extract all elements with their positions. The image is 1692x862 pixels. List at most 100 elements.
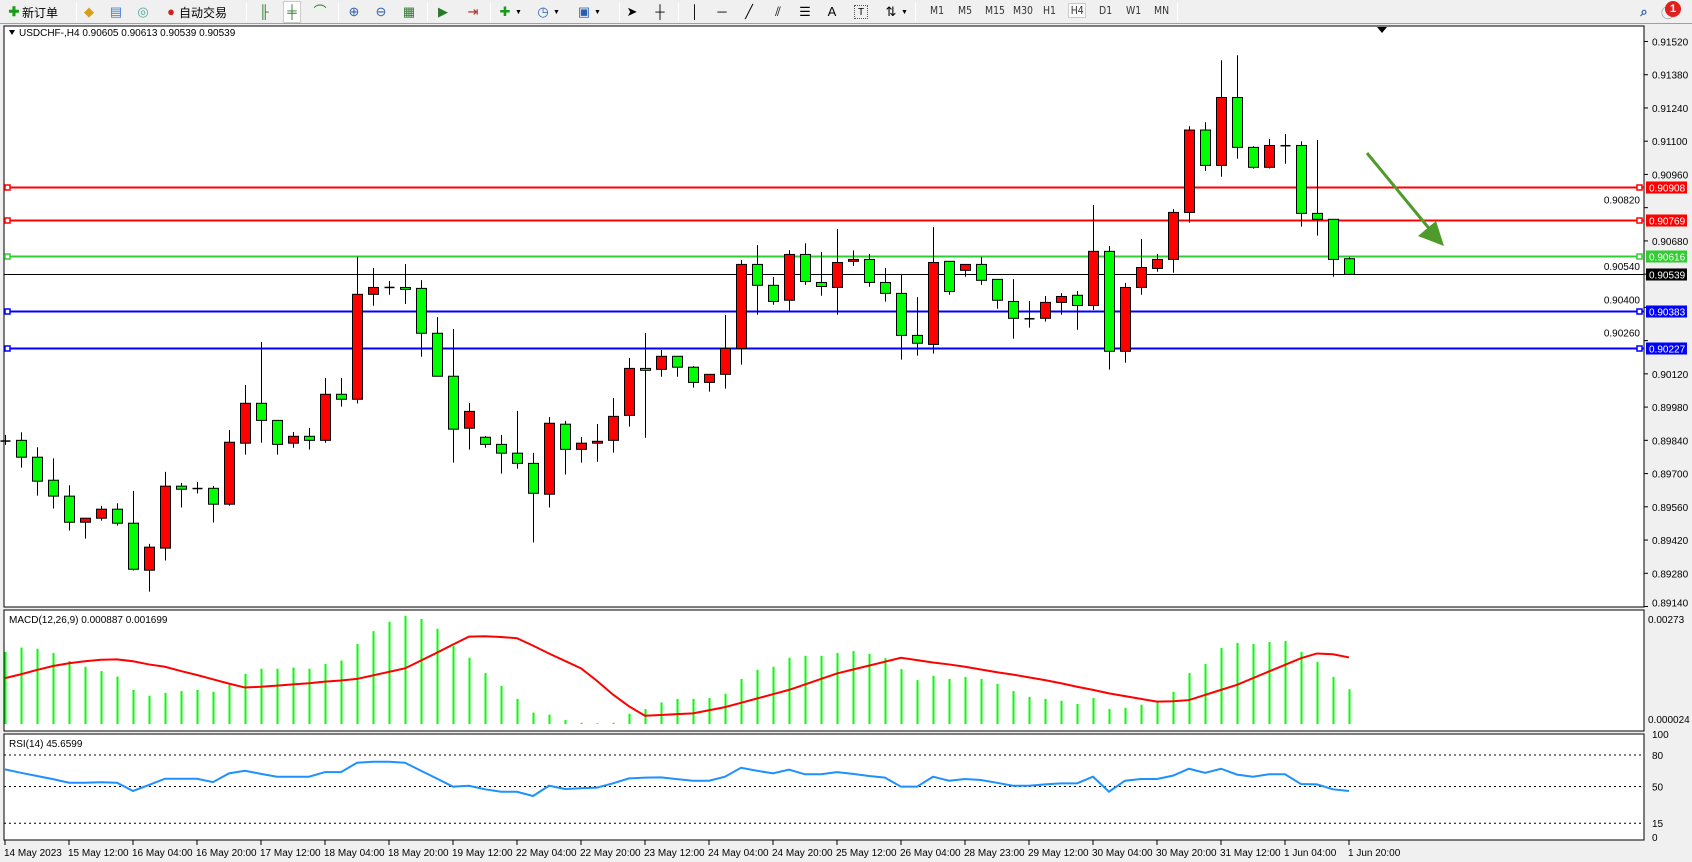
candle-bull — [80, 517, 91, 523]
rsi-axis-label: 0 — [1652, 833, 1658, 844]
price-tick-label: 0.89420 — [1652, 536, 1689, 547]
candle-bear — [976, 263, 987, 281]
chart-shift-marker[interactable] — [1377, 27, 1387, 33]
down-trend-arrow[interactable] — [1365, 152, 1444, 246]
macd-histogram-bar — [132, 689, 135, 724]
auto-scroll-icon: ▶ — [438, 4, 448, 19]
macd-histogram-bar — [1012, 691, 1015, 724]
auto-trading-label: 自动交易 — [179, 5, 228, 20]
trendline-button[interactable]: ╱ — [741, 2, 757, 22]
timeframe-m15[interactable]: M15 — [985, 4, 1005, 17]
vertical-line-icon: │ — [690, 4, 700, 19]
macd-histogram-bar — [20, 647, 23, 724]
price-tick-label: 0.90400 — [1604, 295, 1641, 306]
candle-bear — [448, 375, 459, 430]
line-chart-button[interactable]: ⌒ — [312, 2, 328, 22]
time-axis-label: 30 May 04:00 — [1092, 848, 1153, 859]
macd-histogram-bar — [660, 702, 663, 724]
time-axis-label: 25 May 12:00 — [836, 848, 897, 859]
text-icon: A — [827, 4, 837, 19]
timeframe-w1[interactable]: W1 — [1126, 4, 1142, 17]
chevron-down-icon: ▼ — [553, 8, 560, 16]
candle-bear — [672, 355, 683, 368]
timeframe-mn[interactable]: MN — [1154, 4, 1170, 17]
bar-chart-button[interactable]: ╟ — [256, 2, 272, 22]
indicators-button[interactable]: ✚ ▼ — [497, 2, 522, 22]
time-axis-label: 17 May 12:00 — [260, 848, 321, 859]
candle-bear — [912, 334, 923, 344]
timeframe-d1[interactable]: D1 — [1099, 4, 1113, 17]
equidistant-channel-button[interactable]: ⫽ — [770, 2, 786, 22]
macd-histogram-bar — [436, 628, 439, 724]
candlestick-icon: ╪ — [287, 4, 297, 19]
cursor-button[interactable]: ➤ — [624, 2, 640, 22]
candle-bear — [128, 522, 139, 570]
macd-histogram-bar — [516, 698, 519, 724]
candle-bull — [1264, 144, 1275, 168]
candle-bear — [752, 263, 763, 286]
macd-histogram-bar — [1172, 691, 1175, 724]
level-price-label: 0.90616 — [1649, 253, 1686, 264]
terminal-button[interactable]: ▤ — [108, 2, 124, 22]
templates-button[interactable]: ▣ ▼ — [576, 2, 601, 22]
macd-histogram-bar — [484, 673, 487, 724]
candle-bull — [144, 546, 155, 571]
fibonacci-button[interactable]: ☰ — [797, 2, 813, 22]
time-axis-label: 24 May 04:00 — [708, 848, 769, 859]
horizontal-line-button[interactable]: ─ — [714, 2, 730, 22]
new-order-button[interactable]: ✚ 新订单 — [6, 2, 58, 22]
equidistant-channel-icon: ⫽ — [775, 4, 781, 19]
gold-button[interactable]: ◆ — [81, 2, 97, 22]
timeframe-h1[interactable]: H1 — [1043, 4, 1056, 17]
candle-bear — [560, 423, 571, 450]
macd-histogram-bar — [1300, 651, 1303, 724]
zoom-out-icon: ⊖ — [375, 4, 387, 19]
macd-histogram-bar — [916, 680, 919, 724]
candle-bear — [800, 253, 811, 283]
zoom-out-button[interactable]: ⊖ — [373, 2, 389, 22]
timeframe-m5[interactable]: M5 — [958, 4, 973, 17]
level-anchor-right — [1636, 308, 1643, 315]
time-axis-label: 24 May 20:00 — [772, 848, 833, 859]
level-anchor-right — [1636, 345, 1643, 352]
candle-bull — [1168, 211, 1179, 260]
signals-button[interactable]: ◎ — [135, 2, 151, 22]
vertical-line-button[interactable]: │ — [687, 2, 703, 22]
level-anchor-left — [4, 217, 11, 224]
macd-histogram-bar — [628, 713, 631, 724]
tile-windows-button[interactable]: ▦ — [401, 2, 417, 22]
macd-histogram-bar — [1332, 676, 1335, 724]
chart-shift-button[interactable]: ⇥ — [465, 2, 481, 22]
candle-bear — [1072, 294, 1083, 306]
text-button[interactable]: A — [824, 2, 840, 22]
timeframe-h4[interactable]: H4 — [1068, 3, 1087, 18]
candle-bull — [656, 355, 667, 370]
auto-trading-icon: ● — [167, 4, 175, 19]
macd-histogram-bar — [596, 723, 599, 724]
chevron-down-icon: ▼ — [594, 8, 601, 16]
timeframe-m1[interactable]: M1 — [930, 4, 945, 17]
text-label-button[interactable]: T — [854, 2, 868, 22]
search-button[interactable]: ⌕ — [1636, 2, 1652, 22]
macd-histogram-bar — [804, 655, 807, 724]
main-price-panel[interactable] — [3, 25, 1645, 608]
candle-bear — [480, 436, 491, 445]
arrows-button[interactable]: ⇅ ▼ — [883, 2, 908, 22]
rsi-panel[interactable] — [3, 733, 1645, 841]
level-price-tag — [1646, 181, 1687, 194]
crosshair-button[interactable]: ┼ — [652, 2, 668, 22]
periods-button[interactable]: ◷ ▼ — [535, 2, 560, 22]
auto-scroll-button[interactable]: ▶ — [435, 2, 451, 22]
macd-histogram-bar — [1124, 707, 1127, 724]
level-price-tag — [1646, 342, 1687, 355]
candlestick-button[interactable]: ╪ — [283, 1, 301, 23]
auto-trading-button[interactable]: ● 自动交易 — [163, 2, 227, 22]
zoom-in-button[interactable]: ⊕ — [346, 2, 362, 22]
candle-bear — [640, 367, 651, 371]
candle-bull — [1136, 266, 1147, 288]
macd-panel[interactable] — [3, 609, 1645, 732]
candle-bear — [64, 495, 75, 523]
timeframe-m30[interactable]: M30 — [1013, 4, 1033, 17]
candle-bull — [240, 402, 251, 444]
